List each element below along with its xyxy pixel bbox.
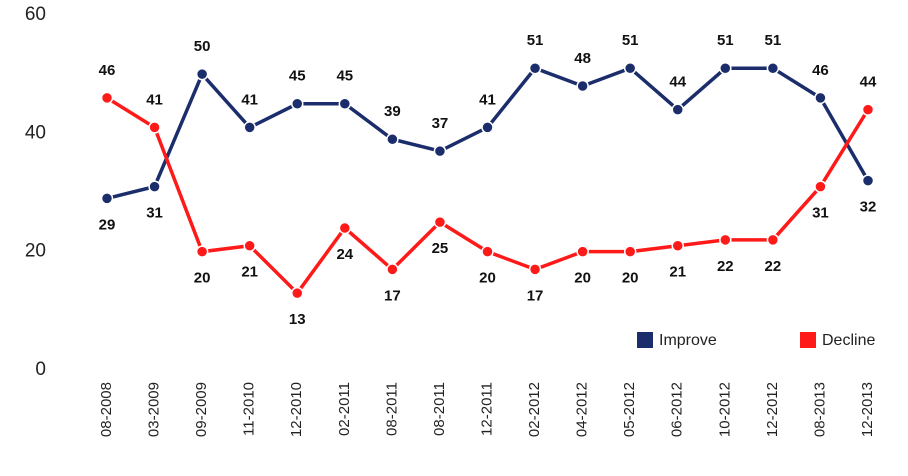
legend-label: Improve xyxy=(659,332,717,349)
data-label: 44 xyxy=(860,74,877,91)
data-label: 21 xyxy=(669,264,686,281)
x-tick-label: 12-2010 xyxy=(288,382,305,437)
data-label: 45 xyxy=(289,68,306,85)
x-tick-label: 12-2013 xyxy=(859,382,876,437)
data-label: 20 xyxy=(479,270,496,287)
marker xyxy=(623,62,637,75)
data-label: 31 xyxy=(146,205,163,222)
data-label: 20 xyxy=(622,270,639,287)
marker xyxy=(814,180,827,193)
x-tick-label: 06-2012 xyxy=(669,382,686,437)
marker xyxy=(386,133,399,146)
marker xyxy=(386,263,399,276)
y-tick-label: 60 xyxy=(25,4,46,25)
marker xyxy=(814,91,827,105)
data-label: 41 xyxy=(479,91,496,108)
data-label: 22 xyxy=(717,258,734,275)
marker xyxy=(766,233,780,247)
data-label: 32 xyxy=(860,199,877,216)
data-label: 45 xyxy=(336,68,353,85)
marker xyxy=(671,103,684,116)
x-tick-label: 08-2011 xyxy=(431,382,448,436)
marker xyxy=(243,239,256,252)
marker xyxy=(291,286,304,300)
legend-swatch xyxy=(637,332,653,348)
y-tick-label: 20 xyxy=(25,241,46,262)
x-tick-label: 08-2013 xyxy=(811,382,828,437)
legend-swatch xyxy=(800,332,816,348)
marker xyxy=(195,67,209,81)
x-tick-label: 10-2012 xyxy=(716,382,733,437)
data-label: 20 xyxy=(574,270,591,287)
data-label: 41 xyxy=(241,91,258,108)
data-label: 37 xyxy=(432,115,449,132)
data-label: 31 xyxy=(812,205,829,222)
x-tick-label: 02-2012 xyxy=(526,382,543,437)
x-tick-label: 09-2009 xyxy=(193,382,210,437)
marker xyxy=(338,221,352,235)
data-label: 41 xyxy=(146,91,163,108)
marker xyxy=(861,103,875,116)
data-label: 48 xyxy=(574,50,591,67)
marker xyxy=(100,91,114,105)
data-label: 50 xyxy=(194,38,211,55)
x-tick-label: 11-2010 xyxy=(241,382,258,436)
data-label: 44 xyxy=(669,74,686,91)
data-label: 51 xyxy=(717,32,734,49)
marker xyxy=(719,233,732,247)
marker xyxy=(861,174,875,187)
marker xyxy=(481,121,494,134)
data-label: 21 xyxy=(241,264,258,281)
x-tick-label: 04-2012 xyxy=(574,382,591,437)
data-label: 24 xyxy=(336,246,353,263)
marker xyxy=(528,263,542,276)
data-label: 29 xyxy=(99,216,116,233)
data-label: 46 xyxy=(99,62,116,79)
marker xyxy=(291,97,304,110)
marker xyxy=(243,121,256,134)
marker xyxy=(433,215,447,229)
x-tick-label: 12-2012 xyxy=(764,382,781,437)
x-tick-label: 03-2009 xyxy=(146,382,163,437)
data-label: 51 xyxy=(622,32,639,49)
data-label: 20 xyxy=(194,270,211,287)
data-label: 46 xyxy=(812,62,829,79)
marker xyxy=(766,62,780,75)
y-tick-label: 0 xyxy=(35,359,46,380)
data-label: 51 xyxy=(527,32,544,49)
marker xyxy=(623,245,637,258)
marker xyxy=(148,180,161,193)
data-label: 17 xyxy=(527,287,544,304)
legend-label: Decline xyxy=(822,332,875,349)
x-tick-label: 08-2008 xyxy=(98,382,115,437)
x-tick-label: 12-2011 xyxy=(478,382,495,436)
marker xyxy=(100,192,114,205)
x-tick-label: 08-2011 xyxy=(383,382,400,436)
data-label: 17 xyxy=(384,287,401,304)
marker xyxy=(195,245,209,258)
y-tick-label: 40 xyxy=(25,122,46,143)
marker xyxy=(719,62,732,75)
x-tick-label: 02-2011 xyxy=(336,382,353,436)
marker xyxy=(528,62,542,75)
data-label: 39 xyxy=(384,103,401,120)
marker xyxy=(338,97,352,110)
x-tick-label: 05-2012 xyxy=(621,382,638,437)
data-label: 51 xyxy=(765,32,782,49)
data-label: 13 xyxy=(289,311,306,328)
marker xyxy=(576,245,589,258)
marker xyxy=(671,239,684,252)
marker xyxy=(481,245,494,258)
data-label: 25 xyxy=(432,240,449,257)
marker xyxy=(148,121,161,134)
marker xyxy=(433,144,447,158)
data-label: 22 xyxy=(765,258,782,275)
marker xyxy=(576,79,589,93)
